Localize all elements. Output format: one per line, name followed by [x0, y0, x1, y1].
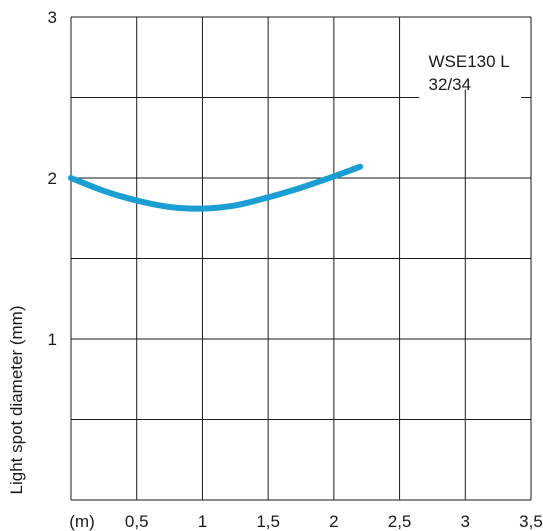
x-axis-unit-label: (m)	[69, 512, 94, 531]
x-tick-label: 1,5	[256, 512, 280, 531]
x-tick-label: 3,5	[519, 512, 543, 531]
annotation-line: WSE130 L	[428, 52, 509, 71]
y-tick-label: 1	[48, 330, 57, 349]
x-tick-label: 1	[198, 512, 207, 531]
grid	[70, 16, 532, 501]
y-tick-label: 2	[48, 169, 57, 188]
x-tick-label: 3	[461, 512, 470, 531]
x-tick-label: 0,5	[125, 512, 149, 531]
series-layer	[68, 163, 364, 212]
x-tick-label: 2,5	[388, 512, 412, 531]
series-line	[68, 163, 364, 212]
y-tick-label: 3	[48, 8, 57, 27]
x-tick-label: 2	[329, 512, 338, 531]
annotation-line: 32/34	[428, 75, 471, 94]
label-layer: 0,5 1 1,5 2 2,5 3 3,5 1 2 3 WSE130 L 32/34	[48, 8, 543, 531]
y-axis-label: Light spot diameter (mm)	[7, 306, 26, 495]
